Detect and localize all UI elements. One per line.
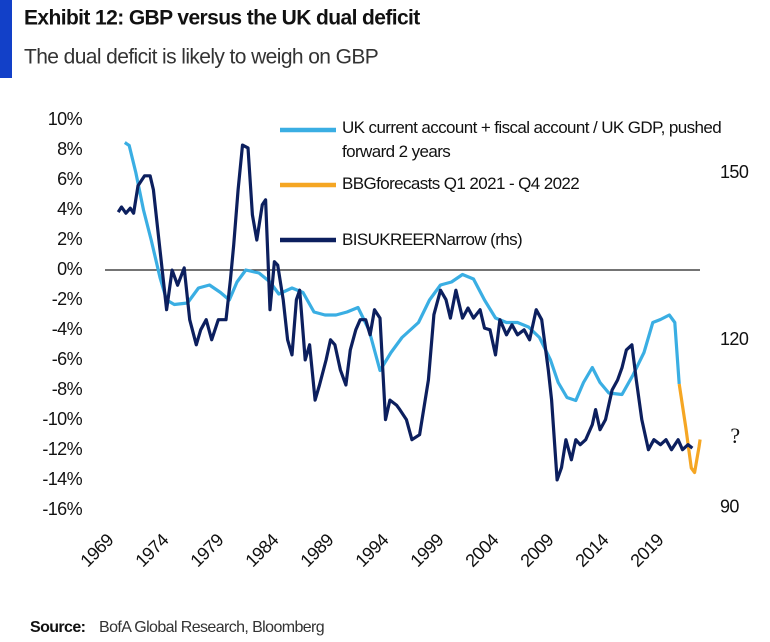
x-tick-label: 1979	[186, 530, 227, 571]
x-tick-label: 2014	[571, 530, 612, 571]
series-line	[677, 383, 702, 475]
y-tick-label: -8%	[52, 379, 83, 399]
y-tick-label: -4%	[52, 319, 83, 339]
source: BofA Global Research, Bloomberg	[99, 619, 324, 636]
y-tick-label: 4%	[57, 199, 82, 219]
x-tick-label: 2009	[516, 530, 557, 571]
y-tick-label: 0%	[57, 259, 82, 279]
x-tick-label: 1969	[76, 530, 117, 571]
x-tick-label: 2019	[626, 530, 667, 571]
chart-title: Exhibit 12: GBP versus the UK dual defic…	[24, 7, 420, 30]
legend-label: BISUKREERNarrow (rhs)	[342, 230, 523, 249]
y-tick-label: -6%	[52, 349, 83, 369]
y-tick-label: -10%	[42, 409, 82, 429]
series-line	[116, 143, 694, 482]
y-tick-label: -2%	[52, 289, 83, 309]
y-tick-label: 6%	[57, 169, 82, 189]
title-bar	[0, 0, 12, 78]
x-tick-label: 2004	[461, 530, 502, 571]
annotation: ?	[730, 423, 739, 448]
y-tick-label: -16%	[42, 499, 82, 519]
x-tick-label: 1999	[406, 530, 447, 571]
source-label: Source:	[30, 619, 85, 636]
y2-tick-label: 120	[720, 329, 749, 349]
legend-label: UK current account + fiscal account / UK…	[342, 118, 722, 161]
y-tick-label: 2%	[57, 229, 82, 249]
chart-subtitle: The dual deficit is likely to weigh on G…	[24, 46, 378, 69]
y2-tick-label: 90	[720, 497, 739, 517]
y-tick-label: -14%	[42, 469, 82, 489]
x-tick-label: 1989	[296, 530, 337, 571]
y-tick-label: -12%	[42, 439, 82, 459]
series-line	[123, 141, 681, 403]
y-tick-label: 8%	[57, 139, 82, 159]
legend-label: BBGforecasts Q1 2021 - Q4 2022	[342, 174, 580, 193]
y2-tick-label: 150	[720, 162, 749, 182]
y-tick-label: 10%	[48, 109, 83, 129]
x-tick-label: 1994	[351, 530, 392, 571]
x-tick-label: 1974	[131, 530, 172, 571]
x-tick-label: 1984	[241, 530, 282, 571]
